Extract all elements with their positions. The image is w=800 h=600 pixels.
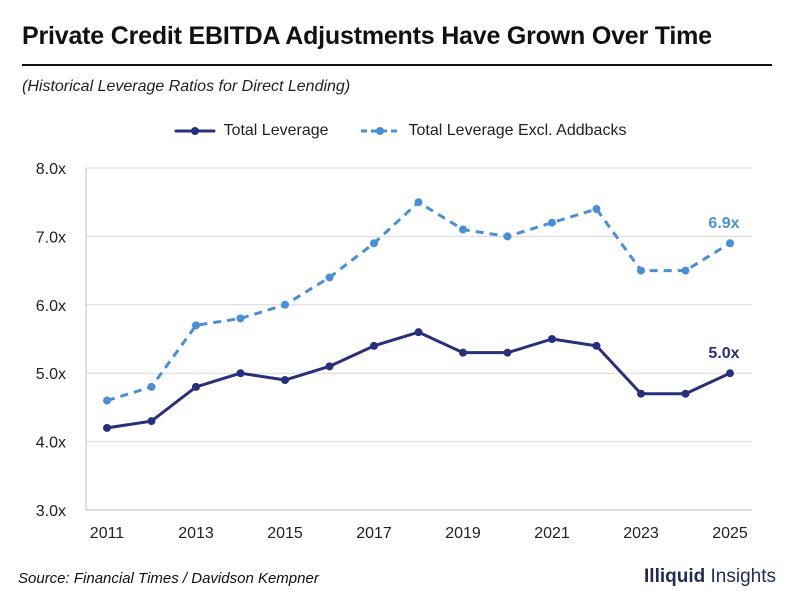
y-tick-label: 5.0x [36, 366, 66, 383]
data-point-total-leverage [192, 382, 200, 391]
data-point-excl-addbacks [147, 382, 156, 391]
title-divider [22, 64, 772, 66]
x-tick-label: 2019 [445, 525, 481, 542]
brand-name-regular: Insights [710, 566, 776, 587]
x-tick-label: 2021 [534, 525, 570, 542]
legend-swatch-excl-addbacks [360, 127, 399, 135]
x-tick-label: 2013 [178, 525, 214, 542]
data-point-excl-addbacks [681, 266, 690, 275]
x-tick-label: 2017 [356, 525, 392, 542]
data-point-excl-addbacks [370, 239, 378, 248]
data-point-excl-addbacks [459, 225, 467, 234]
data-point-total-leverage [681, 389, 690, 398]
data-point-total-leverage [325, 362, 334, 371]
data-point-total-leverage [147, 417, 156, 426]
data-point-total-leverage [103, 423, 111, 432]
data-point-excl-addbacks [236, 314, 245, 323]
data-point-total-leverage [548, 335, 556, 343]
data-point-total-leverage [236, 369, 245, 378]
brand-logo-text: Illiquid Insights [644, 566, 776, 588]
data-point-excl-addbacks [103, 396, 111, 405]
brand-name-bold: Illiquid [644, 566, 706, 587]
series-line-total-leverage [106, 330, 731, 430]
y-tick-label: 3.0x [36, 503, 66, 520]
data-point-total-leverage [726, 369, 734, 378]
y-tick-label: 7.0x [36, 229, 66, 246]
legend-label-total-leverage: Total Leverage [223, 122, 329, 139]
data-point-total-leverage [592, 341, 601, 350]
data-point-excl-addbacks [592, 205, 601, 214]
y-tick-label: 8.0x [36, 161, 66, 178]
chart-subtitle: (Historical Leverage Ratios for Direct L… [22, 78, 351, 95]
data-point-excl-addbacks [726, 239, 734, 248]
data-point-excl-addbacks [192, 321, 200, 330]
data-point-total-leverage [414, 328, 423, 337]
data-point-excl-addbacks [548, 218, 556, 227]
x-tick-label: 2015 [267, 525, 303, 542]
data-label-excl-addbacks: 6.9x [708, 215, 739, 232]
source-note: Source: Financial Times / Davidson Kempn… [18, 570, 319, 587]
series-line-excl-addbacks [106, 200, 731, 402]
data-point-excl-addbacks [503, 232, 512, 241]
y-tick-label: 4.0x [36, 435, 66, 452]
data-point-total-leverage [281, 376, 289, 385]
data-point-total-leverage [503, 348, 512, 357]
data-point-total-leverage [637, 389, 645, 398]
data-point-total-leverage [370, 341, 378, 350]
data-point-excl-addbacks [414, 198, 423, 207]
x-tick-label: 2025 [712, 525, 748, 542]
x-tick-label: 2023 [623, 525, 659, 542]
chart-legend: Total Leverage Total Leverage Excl. Addb… [0, 122, 800, 140]
y-tick-label: 6.0x [36, 298, 66, 315]
legend-item-total-leverage: Total Leverage [174, 122, 329, 140]
data-point-total-leverage [459, 348, 467, 357]
legend-item-excl-addbacks: Total Leverage Excl. Addbacks [359, 122, 627, 140]
x-tick-label: 2011 [90, 525, 125, 542]
legend-swatch-total-leverage [174, 127, 216, 135]
data-label-total-leverage: 5.0x [708, 345, 739, 362]
data-point-excl-addbacks [325, 273, 334, 282]
data-point-excl-addbacks [637, 266, 645, 275]
chart-title: Private Credit EBITDA Adjustments Have G… [22, 22, 712, 50]
legend-label-excl-addbacks: Total Leverage Excl. Addbacks [408, 122, 627, 139]
data-point-excl-addbacks [281, 300, 289, 309]
